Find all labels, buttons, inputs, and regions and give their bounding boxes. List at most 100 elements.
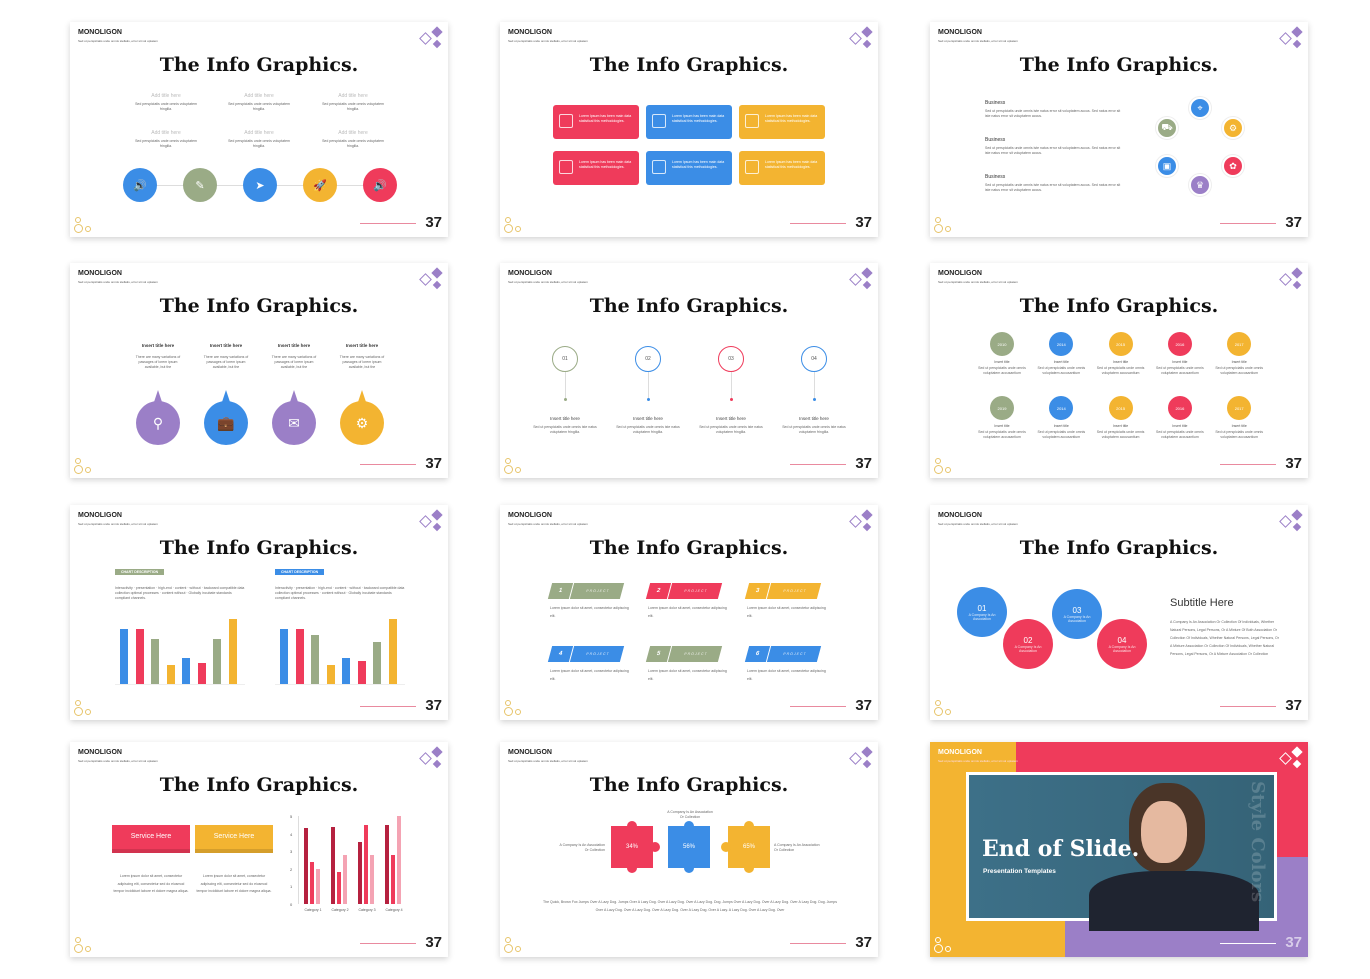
slide-title: The Info Graphics. xyxy=(1019,537,1219,559)
year-circle: 2017 xyxy=(1227,396,1252,420)
bar xyxy=(373,641,381,684)
box-text: Lorem Ipsum has been main data statistic… xyxy=(672,160,725,169)
slide-thumbnail-6[interactable]: MONOLIGON Sed ut perspiciatis unde omnis … xyxy=(930,263,1308,478)
diamond-outline-icon xyxy=(419,273,432,286)
piece-label: A Company Is An Association Or Collectio… xyxy=(774,843,820,852)
diamond-outline-icon xyxy=(419,515,432,528)
paper-plane-icon[interactable]: ➤ xyxy=(243,168,277,202)
y-tick-label: 5 xyxy=(290,814,293,819)
pin-dot xyxy=(563,398,567,401)
item-body: Sed perspiciatis unde omnis voluptatem f… xyxy=(135,139,197,148)
slide-thumbnail-10[interactable]: MONOLIGON Sed ut perspiciatis unde omnis … xyxy=(70,742,448,957)
slide-thumbnail-3[interactable]: MONOLIGON Sed ut perspiciatis unde omnis … xyxy=(930,22,1308,237)
slide-thumbnail-12[interactable]: MONOLIGON Sed ut perspiciatis unde omnis … xyxy=(930,742,1308,957)
project-body: Lorem ipsum dolor sit amet, consectetur … xyxy=(747,669,826,681)
chart-baseline xyxy=(275,684,405,685)
slide-thumbnail-5[interactable]: MONOLIGON Sed ut perspiciatis unde omnis … xyxy=(500,263,878,478)
project-tag-5[interactable]: 5 PROJECT xyxy=(645,646,723,662)
brand-name: MONOLIGON xyxy=(78,29,122,36)
puzzle-knob xyxy=(627,863,637,873)
diamond-icon xyxy=(862,759,872,769)
project-tag-3[interactable]: 3 PROJECT xyxy=(744,583,822,599)
bar xyxy=(385,824,389,904)
number-ring: 01 xyxy=(552,346,578,372)
project-tag-1[interactable]: 1 PROJECT xyxy=(547,583,625,599)
slide-title: The Info Graphics. xyxy=(589,54,789,76)
brand-name: MONOLIGON xyxy=(78,512,122,519)
diamond-icon xyxy=(431,746,443,758)
service-body: Lorem ipsum dolor sit amet, consectetur … xyxy=(196,874,272,893)
circles-decor-icon xyxy=(74,465,83,474)
puzzle-knob xyxy=(744,863,754,873)
end-title: End of Slide. xyxy=(982,836,1140,862)
item-body: Sed ut perspiciatis unde omnis voluptate… xyxy=(1215,366,1264,375)
brand-name: MONOLIGON xyxy=(78,270,122,277)
circles-decor-icon xyxy=(504,224,513,233)
slide-thumbnail-2[interactable]: MONOLIGON Sed ut perspiciatis unde omnis … xyxy=(500,22,878,237)
page-number: 37 xyxy=(855,934,872,951)
diamond-outline-icon xyxy=(1279,273,1292,286)
box-text: Lorem Ipsum has been main data statistic… xyxy=(765,160,818,169)
circles-decor-icon xyxy=(85,226,91,232)
rocket-icon[interactable]: 🚀 xyxy=(303,168,337,202)
circles-decor-icon xyxy=(85,709,91,715)
slide-thumbnail-11[interactable]: MONOLIGON Sed ut perspiciatis unde omnis … xyxy=(500,742,878,957)
slide-thumbnail-4[interactable]: MONOLIGON Sed ut perspiciatis unde omnis … xyxy=(70,263,448,478)
item-title: Add title here xyxy=(338,130,368,136)
speaker-icon[interactable]: 🔊 xyxy=(363,168,397,202)
page-line xyxy=(790,463,846,465)
diamond-outline-icon xyxy=(419,752,432,765)
slide-thumbnail-9[interactable]: MONOLIGON Sed ut perspiciatis unde omnis … xyxy=(930,505,1308,720)
drop-tip xyxy=(154,390,162,402)
item-title: Insert title here xyxy=(633,416,663,421)
item-title: Insert title xyxy=(994,424,1010,428)
item-title: Insert title xyxy=(994,360,1010,364)
brand-name: MONOLIGON xyxy=(508,29,552,36)
speaker-icon[interactable]: 🔊 xyxy=(123,168,157,202)
subtitle-body: A Company Is An Association Or Collectio… xyxy=(1170,620,1279,656)
circles-decor-icon xyxy=(935,700,941,706)
page-line xyxy=(360,942,416,944)
service-button[interactable]: Service Here xyxy=(112,825,190,853)
brand-name: MONOLIGON xyxy=(938,29,982,36)
item-body: Sed ut perspiciatis unde omnis iste natu… xyxy=(616,425,680,434)
note-icon[interactable]: ✎ xyxy=(183,168,217,202)
slide-title: The Info Graphics. xyxy=(1019,54,1219,76)
item-body: Sed ut perspiciatis unde omnis iste natu… xyxy=(533,425,597,434)
chart-description: Interactivity · presentation · high-end … xyxy=(275,586,405,600)
bubble-text: A Company Is An Association xyxy=(1014,644,1042,653)
slide-thumbnail-7[interactable]: MONOLIGON Sed ut perspiciatis unde omnis … xyxy=(70,505,448,720)
tagline: Sed ut perspiciatis unde omnis stellatis… xyxy=(938,280,1018,284)
slide-title: The Info Graphics. xyxy=(1019,295,1219,317)
slide-thumbnail-8[interactable]: MONOLIGON Sed ut perspiciatis unde omnis … xyxy=(500,505,878,720)
bar xyxy=(304,828,308,904)
circles-decor-icon xyxy=(505,458,511,464)
circles-decor-icon xyxy=(934,224,943,233)
briefcase-icon: 💼 xyxy=(204,401,248,445)
page-number: 37 xyxy=(1285,934,1302,951)
project-tag-6[interactable]: 6 PROJECT xyxy=(744,646,822,662)
bar xyxy=(364,824,368,904)
tag-icon xyxy=(745,160,759,174)
page-line xyxy=(1220,463,1276,465)
service-button[interactable]: Service Here xyxy=(195,825,273,853)
item-title: Add title here xyxy=(244,130,274,136)
number-ring: 02 xyxy=(635,346,661,372)
project-tag-2[interactable]: 2 PROJECT xyxy=(645,583,723,599)
project-tag-4[interactable]: 4 PROJECT xyxy=(547,646,625,662)
service-body: Lorem ipsum dolor sit amet, consectetur … xyxy=(113,874,189,893)
item-title: Insert title here xyxy=(141,343,175,348)
envelope-icon: ✉ xyxy=(272,401,316,445)
item-title: Insert title xyxy=(1053,360,1069,364)
diamond-outline-icon xyxy=(1279,32,1292,45)
circles-decor-icon xyxy=(75,937,81,943)
puzzle-knob xyxy=(684,863,694,873)
puzzle-piece-1: 34% xyxy=(611,826,653,868)
bubble-03: 03 A Company Is An Association xyxy=(1052,589,1102,639)
bubble-01: 01 A Company Is An Association xyxy=(957,587,1007,637)
item-title: Insert title xyxy=(1172,424,1188,428)
diamond-outline-icon xyxy=(849,752,862,765)
diamond-icon xyxy=(1291,26,1303,38)
slide-thumbnail-1[interactable]: MONOLIGON Sed ut perspiciatis unde omnis … xyxy=(70,22,448,237)
tag-number: 1 xyxy=(547,583,575,599)
